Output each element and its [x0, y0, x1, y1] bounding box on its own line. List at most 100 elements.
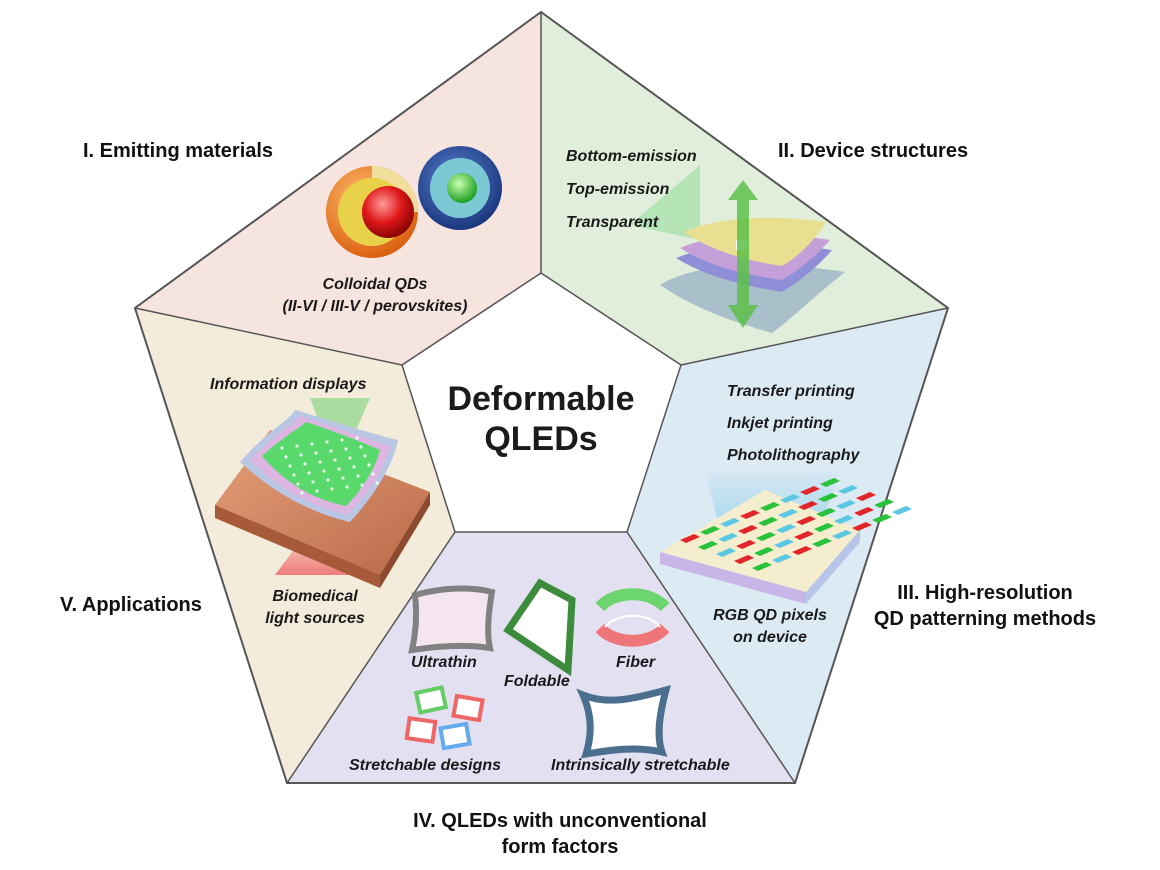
rgb-pixel: [816, 508, 836, 517]
form-item-stretchable-designs: Stretchable designs: [349, 757, 502, 774]
display-dot: [367, 463, 371, 467]
display-dot: [284, 455, 288, 459]
form-item-intrinsically-stretchable: Intrinsically stretchable: [551, 757, 730, 774]
rgb-pixel: [758, 517, 778, 526]
display-dot: [371, 472, 375, 476]
form-item-ultrathin: Ultrathin: [411, 654, 477, 671]
display-dot: [359, 445, 363, 449]
display-dot: [303, 462, 307, 466]
rgb-pixel: [778, 509, 798, 518]
core-shell-qd-illustration: [326, 146, 502, 258]
rgb-pixel: [752, 562, 772, 571]
patterning-item-transfer-printing: Transfer printing: [727, 383, 855, 400]
patterning-item-photolithography: Photolithography: [727, 447, 860, 464]
rgb-pixel: [756, 532, 776, 541]
device-item-transparent: Transparent: [566, 214, 659, 231]
center-title-line2: QLEDs: [484, 420, 598, 458]
rgb-pixel: [818, 493, 838, 502]
display-dot: [329, 449, 333, 453]
app-item-biomedical: Biomedical light sources: [240, 586, 390, 630]
display-dot: [355, 436, 359, 440]
section-title-device-structures: II. Device structures: [778, 140, 969, 162]
section-title-patterning-line2: QD patterning methods: [873, 608, 1097, 630]
display-dot: [337, 467, 341, 471]
display-dot: [363, 454, 367, 458]
display-dot: [345, 485, 349, 489]
rgb-pixel: [734, 555, 754, 564]
rgb-pixel: [700, 526, 720, 535]
display-dot: [330, 487, 334, 491]
rgb-pixels-caption: RGB QD pixels on device: [690, 605, 850, 649]
qd-caption-line2: (II-VI / III-V / perovskites): [282, 298, 468, 315]
section-title-form-factors-line2: form factors: [501, 836, 619, 858]
display-dot: [310, 442, 314, 446]
display-dot: [356, 474, 360, 478]
rgb-pixel: [814, 523, 834, 532]
section-title-form-factors: IV. QLEDs with unconventional form facto…: [360, 808, 760, 860]
rgb-pixel: [720, 518, 740, 527]
display-dot: [311, 480, 315, 484]
rgb-pixel-chip-illustration: [660, 470, 912, 604]
display-dot: [325, 440, 329, 444]
display-dot: [340, 438, 344, 442]
app-item-biomedical-line2: light sources: [265, 610, 365, 627]
display-dot: [296, 482, 300, 486]
section-title-patterning: III. High-resolution QD patterning metho…: [850, 580, 1120, 632]
center-title-line1: Deformable: [447, 380, 635, 418]
rgb-pixel: [716, 548, 736, 557]
display-dot: [360, 483, 364, 487]
rgb-pixel: [856, 492, 876, 501]
app-item-information-displays: Information displays: [210, 376, 367, 393]
rgb-pixel: [852, 522, 872, 531]
display-dot: [288, 464, 292, 468]
center-pentagon: [402, 273, 681, 532]
rgb-pixels-caption-line1: RGB QD pixels: [713, 607, 827, 624]
display-dot: [300, 491, 304, 495]
section-title-applications: V. Applications: [60, 594, 202, 616]
display-dot: [315, 489, 319, 493]
display-dot: [344, 447, 348, 451]
rgb-pixel: [736, 540, 756, 549]
rgb-pixels-caption-line2: on device: [733, 629, 807, 646]
patterning-item-inkjet-printing: Inkjet printing: [727, 415, 833, 432]
rgb-pixel: [800, 486, 820, 495]
device-item-top-emission: Top-emission: [566, 181, 670, 198]
rgb-pixel: [774, 539, 794, 548]
app-item-biomedical-line1: Biomedical: [272, 588, 358, 605]
rgb-pixel: [760, 502, 780, 511]
display-dot: [307, 471, 311, 475]
rgb-pixel: [718, 533, 738, 542]
rgb-pixel: [874, 499, 894, 508]
skin-display-illustration: [215, 398, 430, 588]
rgb-pixel: [832, 530, 852, 539]
rgb-pixel: [834, 515, 854, 524]
divider-lines: [133, 10, 950, 784]
rgb-pixel: [740, 510, 760, 519]
device-structure-illustration: [630, 165, 845, 333]
display-dot: [322, 469, 326, 473]
center-title: Deformable QLEDs: [431, 379, 651, 459]
rgb-pixel: [738, 525, 758, 534]
device-item-bottom-emission: Bottom-emission: [566, 148, 697, 165]
section-title-patterning-line1: III. High-resolution: [897, 582, 1073, 604]
section-title-emitting-materials: I. Emitting materials: [83, 140, 274, 162]
qd-caption: Colloidal QDs (II-VI / III-V / perovskit…: [240, 274, 510, 318]
rgb-pixel: [892, 506, 912, 515]
rgb-pixel: [776, 524, 796, 533]
rgb-pixel: [794, 531, 814, 540]
display-dot: [280, 446, 284, 450]
rgb-pixel: [854, 507, 874, 516]
rgb-pixel: [812, 538, 832, 547]
display-dot: [314, 451, 318, 455]
rgb-pixel: [754, 547, 774, 556]
display-dot: [333, 458, 337, 462]
form-factor-illustrations: [404, 578, 671, 759]
display-dot: [341, 476, 345, 480]
display-dot: [299, 453, 303, 457]
rgb-pixel: [872, 514, 892, 523]
rgb-pixel: [838, 485, 858, 494]
rgb-pixel: [820, 478, 840, 487]
display-dot: [292, 473, 296, 477]
form-item-foldable: Foldable: [504, 673, 570, 690]
